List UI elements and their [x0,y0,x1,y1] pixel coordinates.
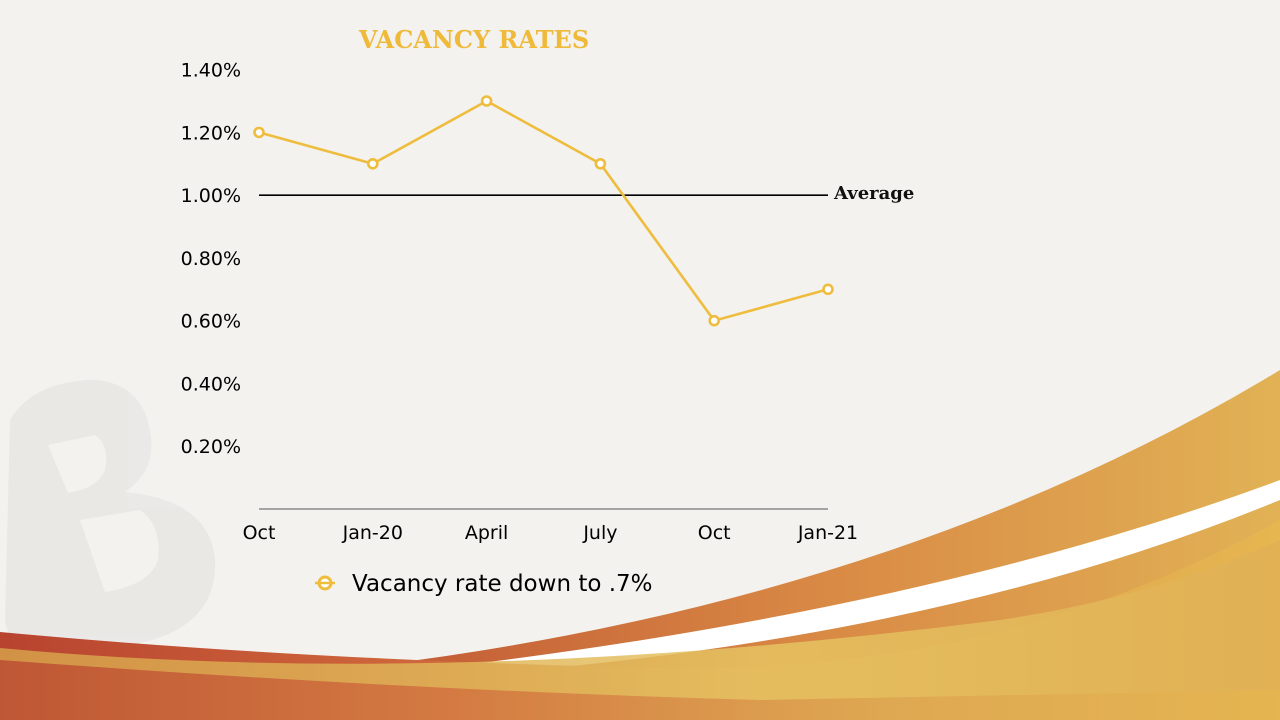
legend[interactable]: Vacancy rate down to .7% [315,571,653,597]
average-label: Average [833,183,914,204]
y-tick-label: 0.60% [181,311,241,333]
chart-title: VACANCY RATES [358,25,589,54]
data-point[interactable] [253,126,265,139]
y-tick-label: 0.20% [181,436,241,458]
x-tick-label: Oct [698,522,731,544]
y-tick-label: 0.80% [181,248,241,270]
data-point[interactable] [594,157,607,170]
data-point[interactable] [480,95,493,107]
x-tick-label: July [582,522,617,544]
x-tick-label: Jan-20 [342,522,403,544]
x-tick-label: April [465,522,508,544]
y-tick-label: 1.00% [181,185,241,207]
series-vacancy-rate [253,95,834,327]
legend-entry-label: Vacancy rate down to .7% [352,571,653,597]
b-logo-watermark [5,379,216,655]
y-tick-label: 1.40% [181,60,241,82]
data-point[interactable] [822,283,834,296]
data-point[interactable] [366,157,379,170]
x-axis: Oct Jan-20 April July Oct Jan-21 [243,522,859,544]
y-axis: 0.20% 0.40% 0.60% 0.80% 1.00% 1.20% 1.40% [181,60,241,459]
data-point[interactable] [708,314,721,327]
y-tick-label: 0.40% [181,373,241,395]
decor-band-light [0,540,1280,720]
series-line [258,99,829,323]
x-tick-label: Oct [243,522,276,544]
decor-band-deep [0,660,1280,720]
y-tick-label: 1.20% [181,122,241,144]
x-tick-label: Jan-21 [797,522,858,544]
